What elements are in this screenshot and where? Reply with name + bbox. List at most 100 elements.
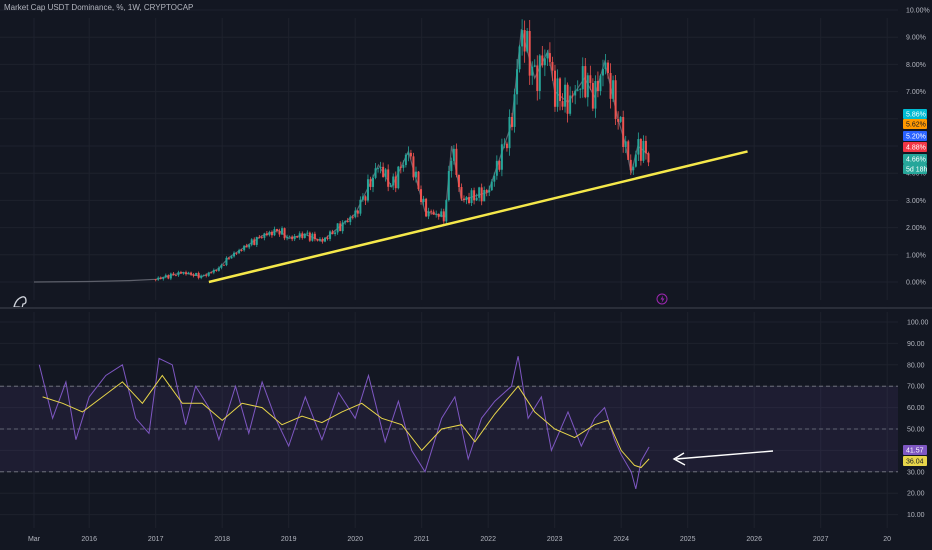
candle-body — [589, 75, 592, 83]
candle-body — [222, 264, 225, 266]
candle-body — [485, 190, 488, 193]
candle-body — [475, 197, 478, 201]
candle-body — [632, 166, 635, 171]
candle-body — [240, 250, 243, 251]
candle-body — [192, 274, 195, 276]
candle-body — [541, 55, 544, 66]
candle-body — [288, 236, 291, 238]
candle-body — [561, 101, 564, 107]
candle-body — [379, 166, 382, 168]
candle-body — [369, 179, 372, 187]
lightning-bolt — [660, 295, 665, 303]
support-trendline — [208, 150, 748, 284]
candle-body — [359, 199, 362, 214]
price-tick-label: 3.00% — [906, 198, 926, 205]
candle-body — [468, 197, 471, 204]
candle-body — [417, 171, 420, 190]
candle-body — [543, 58, 546, 66]
price-tick-label: 1.00% — [906, 252, 926, 259]
candle-body — [172, 273, 175, 275]
candle-body — [291, 236, 294, 240]
pane-separator[interactable] — [0, 307, 932, 309]
price-tag-label: 4.66% — [906, 157, 926, 164]
candle-body — [354, 210, 357, 218]
candle-body — [389, 185, 392, 187]
candle-body — [612, 80, 615, 99]
candle-body — [321, 238, 324, 242]
time-tick-label: 2022 — [480, 536, 496, 543]
candle-body — [293, 236, 296, 240]
rsi-tags: 41.57 36.04 — [903, 445, 927, 466]
candle-body — [430, 211, 433, 213]
time-tick-label: 2016 — [81, 536, 97, 543]
candle-body — [177, 272, 180, 276]
candle-body — [498, 160, 501, 170]
price-tick-label: 8.00% — [906, 62, 926, 69]
candle-body — [182, 272, 185, 274]
candle-body — [169, 273, 172, 279]
candle-body — [351, 216, 354, 218]
time-axis: Mar 2016 2017 2018 2019 2020 2021 2022 2023 2024 2… — [28, 536, 891, 543]
candle-body — [316, 239, 319, 241]
candle-body — [255, 236, 258, 245]
candle-body — [324, 237, 327, 242]
candle-body — [523, 30, 526, 52]
candle-body — [384, 169, 387, 178]
candle-body — [432, 211, 435, 215]
candle-body — [495, 160, 498, 176]
candle-body — [215, 270, 218, 271]
candle-body — [579, 89, 582, 91]
price-tick-label: 4.00% — [906, 171, 926, 178]
time-tick-label: 2023 — [547, 536, 563, 543]
candle-body — [336, 223, 339, 233]
candle-body — [210, 272, 213, 274]
candle-body — [617, 119, 620, 122]
candle-body — [382, 166, 385, 178]
candle-body — [584, 66, 587, 98]
candle-body — [207, 272, 210, 276]
candle-body — [334, 232, 337, 235]
price-tick-label: 9.00% — [906, 35, 926, 42]
chart-icons — [13, 293, 668, 309]
candle-body — [483, 190, 486, 202]
candle-body — [564, 84, 567, 107]
candle-body — [157, 277, 160, 280]
candle-body — [536, 65, 539, 91]
candle-body — [270, 231, 273, 236]
candle-body — [202, 274, 205, 276]
candle-body — [364, 196, 367, 201]
rsi-tick-label: 60.00 — [907, 405, 925, 412]
candle-body — [546, 53, 549, 59]
candle-body — [609, 73, 612, 99]
candle-body — [318, 238, 321, 241]
candle-body — [473, 190, 476, 201]
tradingview-dino-icon — [13, 296, 27, 309]
candle-body — [296, 236, 299, 238]
price-tag-bg — [903, 164, 927, 174]
rsi-tick-label: 50.00 — [907, 427, 925, 434]
candle-body — [480, 187, 483, 202]
candle-body — [644, 140, 647, 154]
candle-body — [167, 275, 170, 279]
candle-body — [258, 236, 261, 238]
rsi-line — [38, 356, 650, 490]
candle-body — [331, 231, 334, 235]
candle-body — [647, 153, 650, 163]
candle-body — [462, 198, 465, 200]
candle-body — [639, 139, 642, 161]
price-tag-label: 5.20% — [906, 134, 926, 141]
candle-body — [245, 245, 248, 248]
candle-body — [306, 232, 309, 234]
candle-body — [437, 213, 440, 217]
candle-body — [576, 89, 579, 91]
time-tick-label: 20 — [883, 536, 891, 543]
candle-body — [329, 231, 332, 239]
rsi-axis: 100.0090.0080.0070.0060.0050.0040.0030.0… — [907, 320, 929, 520]
grid-lines — [0, 9, 898, 528]
candle-body — [281, 228, 284, 235]
candle-body — [505, 143, 508, 149]
time-tick-label: 2024 — [613, 536, 629, 543]
candle-body — [521, 30, 524, 47]
rsi-tick-label: 70.00 — [907, 384, 925, 391]
candle-body — [278, 230, 281, 235]
